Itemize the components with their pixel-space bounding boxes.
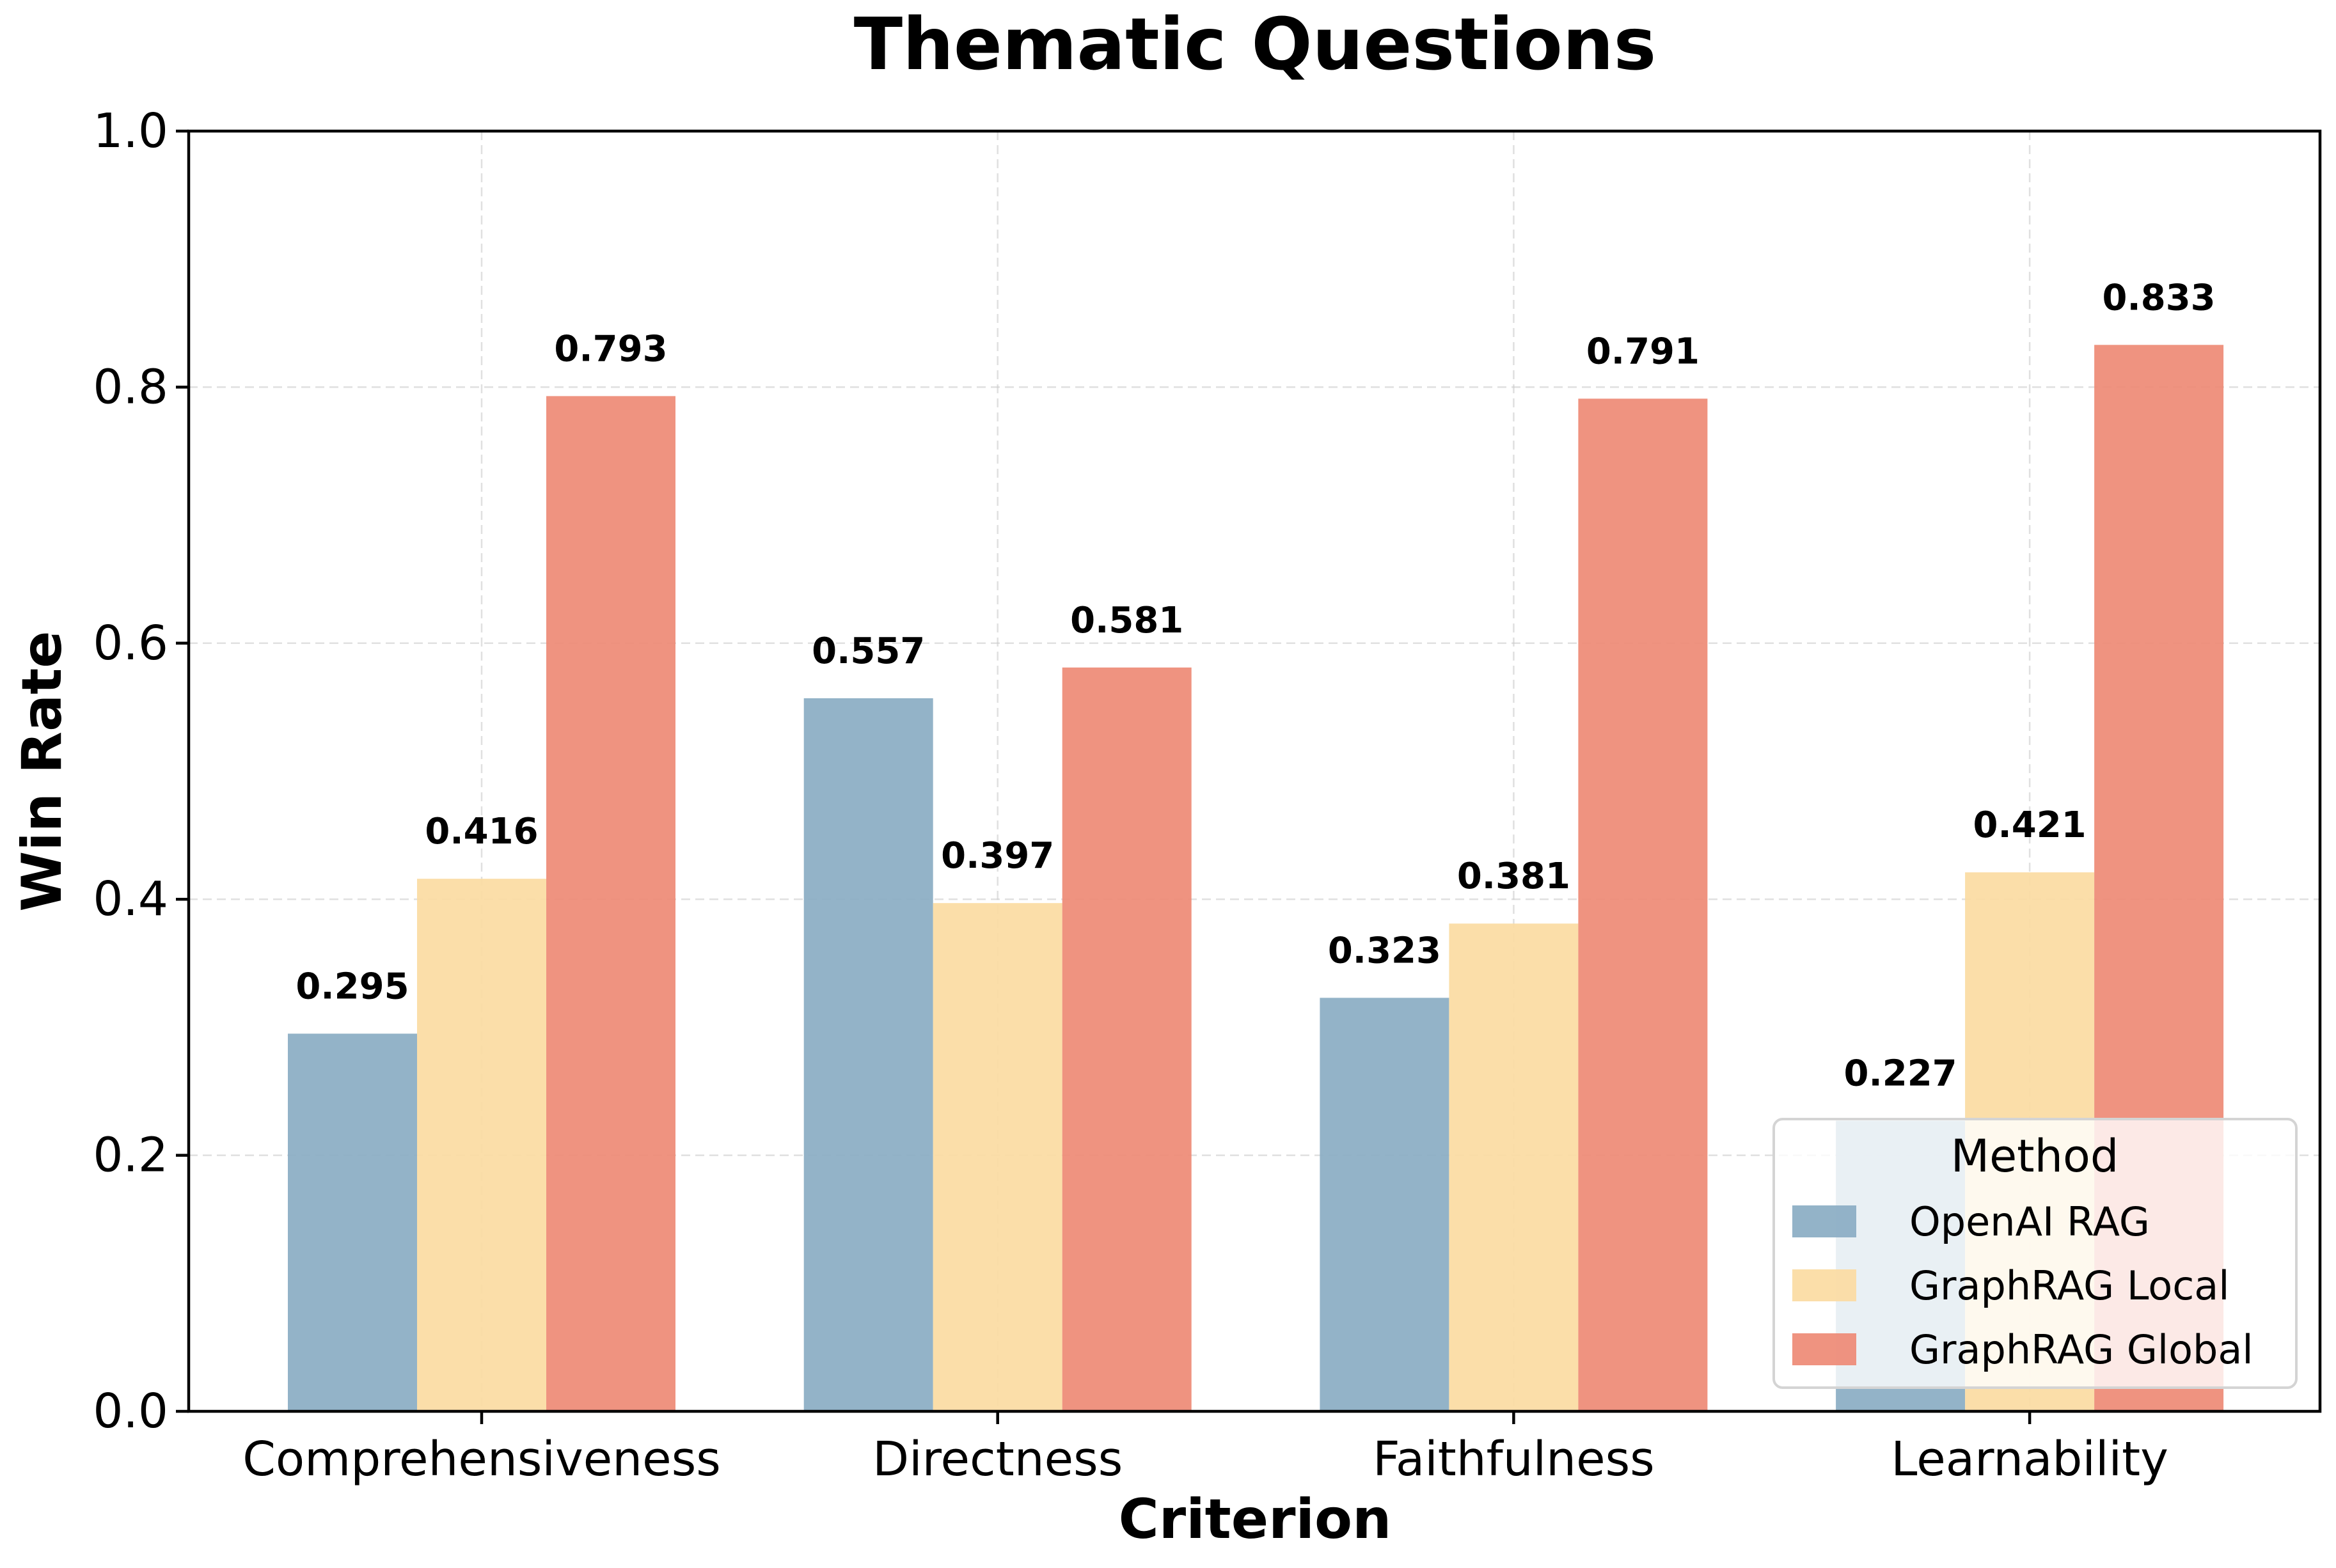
bar-graphrag-local xyxy=(933,903,1062,1411)
x-tick-label: Faithfulness xyxy=(1373,1432,1655,1487)
legend-swatch xyxy=(1792,1269,1856,1301)
x-axis-label: Criterion xyxy=(1119,1487,1392,1551)
value-labels: 0.295 0.557 0.323 0.227 0.416 0.397 0.381 0.421… xyxy=(296,277,2215,1094)
legend-label: GraphRAG Local xyxy=(1909,1262,2230,1309)
bar-value-label: 0.557 xyxy=(812,631,925,672)
bar-graphrag-global xyxy=(1578,398,1708,1412)
bar-value-label: 0.381 xyxy=(1457,856,1570,897)
chart-title: Thematic Questions xyxy=(854,3,1657,86)
y-tick-label: 0.6 xyxy=(93,616,168,671)
bar-value-label: 0.323 xyxy=(1328,930,1441,971)
bar-openai-rag xyxy=(803,698,933,1411)
bar-openai-rag xyxy=(1320,998,1449,1411)
legend-box xyxy=(1772,1118,2298,1389)
legend-items: OpenAI RAG GraphRAG Local GraphRAG Global xyxy=(1792,1198,2253,1373)
y-tick-label: 0.8 xyxy=(93,359,168,414)
legend-swatch xyxy=(1792,1333,1856,1365)
x-tick-label: Directness xyxy=(872,1432,1123,1487)
bar-value-label: 0.581 xyxy=(1070,600,1183,641)
y-tick-label: 0.2 xyxy=(93,1128,168,1183)
legend-title: Method xyxy=(1951,1130,2119,1182)
bar-openai-rag xyxy=(288,1033,417,1411)
bars xyxy=(288,345,2224,1412)
bar-value-label: 0.397 xyxy=(941,835,1054,877)
bar-graphrag-local xyxy=(1449,923,1579,1411)
bar-value-label: 0.416 xyxy=(425,811,538,852)
bar-graphrag-global xyxy=(546,396,675,1411)
bar-value-label: 0.793 xyxy=(554,328,667,370)
bar-value-label: 0.833 xyxy=(2103,277,2216,318)
y-tick-label: 0.4 xyxy=(93,872,168,927)
bar-value-label: 0.295 xyxy=(296,966,409,1007)
bar-graphrag-global xyxy=(1062,667,1192,1411)
bar-value-label: 0.791 xyxy=(1586,331,1700,372)
bar-graphrag-local xyxy=(417,879,546,1411)
bar-value-label: 0.227 xyxy=(1844,1053,1957,1095)
y-axis: 0.0 0.2 0.4 0.6 0.8 1.0 xyxy=(93,104,189,1439)
legend: Method OpenAI RAG GraphRAG Local GraphRAG … xyxy=(1772,1118,2298,1389)
bar-value-label: 0.421 xyxy=(1973,804,2087,846)
y-axis-label: Win Rate xyxy=(10,631,74,911)
y-tick-label: 0.0 xyxy=(93,1384,168,1439)
x-axis: Comprehensiveness Directness Faithfulness L… xyxy=(242,1411,2168,1487)
legend-label: OpenAI RAG xyxy=(1909,1198,2150,1245)
x-tick-label: Comprehensiveness xyxy=(242,1432,721,1487)
y-tick-label: 1.0 xyxy=(93,104,168,159)
plot-frame xyxy=(187,129,2322,1413)
x-tick-label: Learnability xyxy=(1891,1432,2168,1487)
legend-swatch xyxy=(1792,1205,1856,1237)
legend-label: GraphRAG Global xyxy=(1909,1326,2253,1373)
